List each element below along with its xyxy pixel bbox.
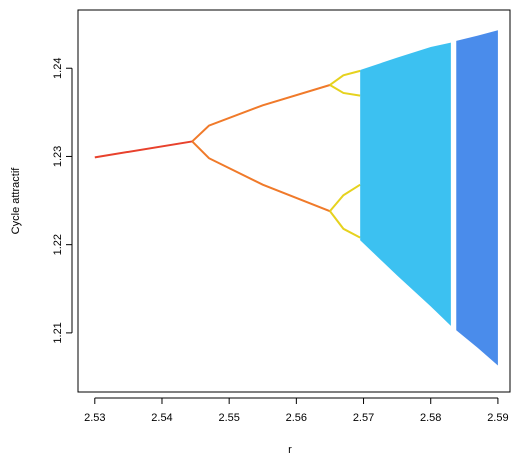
- x-tick-label: 2.55: [218, 412, 239, 424]
- chaotic-band: [456, 30, 498, 366]
- attractor-branch: [191, 140, 331, 213]
- y-tick-label: 1.21: [52, 322, 64, 343]
- y-tick-label: 1.22: [52, 234, 64, 255]
- chaotic-band: [360, 42, 451, 326]
- attractor-branch: [329, 210, 361, 239]
- x-tick-label: 2.57: [353, 412, 374, 424]
- plot-frame: [77, 9, 511, 393]
- y-axis-label: Cycle attractif: [10, 167, 22, 235]
- x-tick-label: 2.56: [286, 412, 307, 424]
- attractor-branch: [329, 84, 361, 97]
- attractor-branch: [191, 84, 331, 143]
- x-tick-label: 2.53: [84, 412, 105, 424]
- y-tick-label: 1.24: [52, 58, 64, 79]
- attractor-branch: [94, 140, 193, 159]
- attractor-branch: [329, 69, 361, 86]
- x-axis-label: r: [288, 444, 292, 456]
- y-tick-label: 1.23: [52, 146, 64, 167]
- x-tick-label: 2.54: [151, 412, 172, 424]
- x-tick-label: 2.59: [487, 412, 508, 424]
- attractor-branch: [329, 183, 361, 212]
- x-tick-label: 2.58: [420, 412, 441, 424]
